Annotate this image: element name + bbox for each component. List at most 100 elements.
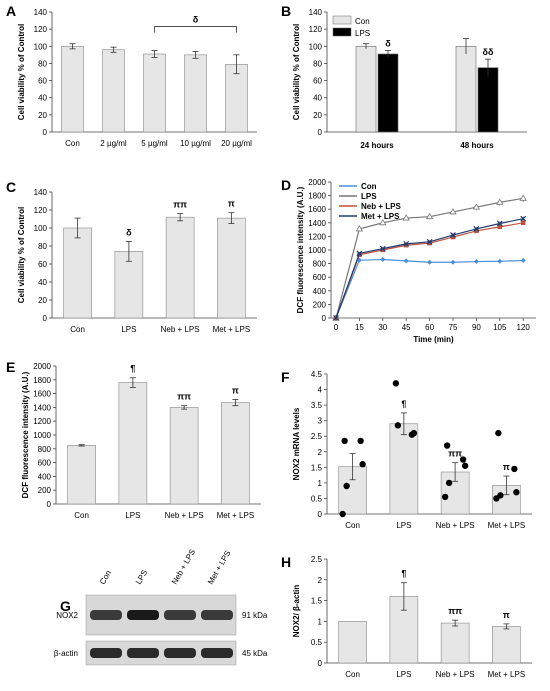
d-point bbox=[497, 224, 502, 230]
f-data-point bbox=[339, 510, 346, 518]
chart-a: A 0 20 40 60 80 100 120 140 Cell viability % of C… bbox=[6, 3, 257, 148]
g-row-label: NOX2 bbox=[56, 611, 78, 620]
e-ytick-label: 600 bbox=[38, 459, 52, 468]
panel-e: E 0 200 400 600 800 1000 1200 1400 1600 1800 2000 DC… bbox=[0, 358, 275, 533]
b-ytick-label: 60 bbox=[313, 77, 322, 86]
c-ytick-label: 120 bbox=[34, 206, 48, 215]
d-point bbox=[497, 258, 503, 264]
f-ytick-label: 3 bbox=[318, 417, 323, 426]
b-legend-label: Con bbox=[355, 17, 370, 26]
d-xtick-label: 45 bbox=[402, 323, 411, 332]
g-band bbox=[127, 648, 159, 658]
d-point bbox=[449, 208, 457, 215]
f-category-label: Neb + LPS bbox=[436, 521, 475, 530]
d-series-line bbox=[335, 222, 524, 319]
c-bar bbox=[114, 251, 144, 319]
c-significance-label: ππ bbox=[173, 200, 187, 210]
c-ytick-label: 100 bbox=[34, 224, 48, 233]
e-category-label: Met + LPS bbox=[217, 511, 255, 520]
panel-label-g: G bbox=[60, 598, 71, 614]
d-point bbox=[379, 219, 387, 226]
panel-label-b: B bbox=[281, 3, 291, 19]
d-point bbox=[450, 259, 456, 265]
panel-f: F 0 0.5 1 1.5 2 2.5 3 3.5 4 4.5 NOX2 mRNA levels Con… bbox=[275, 358, 550, 533]
d-point bbox=[520, 258, 526, 264]
e-ytick-label: 1600 bbox=[33, 390, 51, 399]
d-point bbox=[356, 250, 363, 257]
c-ytick-label: 20 bbox=[38, 296, 47, 305]
d-point bbox=[333, 315, 339, 321]
e-y-axis-label: DCF fluorescence intensity (A.U.) bbox=[21, 371, 30, 498]
e-category-label: LPS bbox=[125, 511, 140, 520]
d-ytick-label: 1400 bbox=[308, 219, 326, 228]
g-band bbox=[164, 648, 196, 658]
panel-label-f: F bbox=[281, 369, 290, 385]
d-point bbox=[379, 245, 386, 252]
f-ytick-label: 1.5 bbox=[311, 463, 323, 472]
e-ytick-label: 800 bbox=[38, 445, 52, 454]
d-ytick-label: 0 bbox=[322, 314, 327, 323]
f-bar bbox=[389, 423, 419, 515]
e-category-label: Neb + LPS bbox=[165, 511, 204, 520]
h-significance-label: ¶ bbox=[401, 569, 406, 579]
e-bar bbox=[118, 382, 148, 505]
g-lane-label: Met + LPS bbox=[206, 549, 233, 586]
d-ytick-label: 200 bbox=[313, 300, 327, 309]
g-band bbox=[201, 648, 233, 658]
c-significance-label: δ bbox=[126, 228, 132, 238]
d-point bbox=[403, 258, 409, 264]
a-ytick-label: 0 bbox=[43, 128, 48, 137]
e-significance-label: π bbox=[232, 385, 239, 395]
chart-b: B 0 20 40 60 80 100 120 140 Cell viability % of C… bbox=[281, 3, 527, 150]
d-xtick-label: 75 bbox=[449, 323, 458, 332]
d-xtick-label: 105 bbox=[493, 323, 507, 332]
c-category-label: Met + LPS bbox=[213, 325, 251, 334]
a-bar bbox=[102, 49, 125, 133]
f-ytick-label: 2.5 bbox=[311, 432, 323, 441]
d-point bbox=[402, 214, 410, 221]
d-ytick-label: 400 bbox=[313, 287, 327, 296]
a-bar bbox=[61, 45, 84, 133]
d-xtick-label: 30 bbox=[378, 323, 387, 332]
d-point bbox=[520, 215, 527, 222]
f-category-label: Con bbox=[345, 521, 360, 530]
chart-h: H 0 0.5 1 1.5 2 2.5 NOX2/ β-actin Con ¶ LPS ππ Neb +… bbox=[281, 554, 532, 679]
panel-h: H 0 0.5 1 1.5 2 2.5 NOX2/ β-actin Con ¶ LPS ππ Neb +… bbox=[275, 545, 550, 686]
f-data-point bbox=[495, 429, 502, 437]
f-ytick-label: 2 bbox=[318, 448, 323, 457]
a-bar bbox=[184, 54, 207, 133]
b-y-axis-label: Cell viability % of Control bbox=[292, 24, 301, 120]
d-point bbox=[355, 225, 364, 232]
c-ytick-label: 0 bbox=[43, 314, 48, 323]
g-band bbox=[164, 610, 196, 620]
c-ytick-label: 140 bbox=[34, 188, 48, 197]
e-bar bbox=[67, 445, 96, 505]
d-ytick-label: 1800 bbox=[308, 192, 326, 201]
d-legend-label: Con bbox=[361, 182, 377, 191]
g-lane-label: LPS bbox=[134, 568, 149, 586]
g-band bbox=[90, 610, 122, 620]
f-significance-label: ππ bbox=[448, 449, 462, 459]
a-ytick-label: 20 bbox=[38, 111, 47, 120]
f-data-point bbox=[513, 489, 520, 496]
f-data-point bbox=[357, 437, 364, 445]
panel-label-a: A bbox=[6, 3, 16, 19]
d-legend-label: LPS bbox=[361, 192, 377, 201]
a-ytick-label: 100 bbox=[34, 42, 48, 51]
d-ytick-label: 2000 bbox=[308, 178, 326, 187]
panel-b: B 0 20 40 60 80 100 120 140 Cell viability % of C… bbox=[275, 0, 550, 172]
f-y-axis-label: NOX2 mRNA levels bbox=[292, 407, 301, 480]
d-point bbox=[473, 259, 479, 265]
c-significance-label: π bbox=[228, 199, 235, 209]
e-ytick-label: 0 bbox=[47, 500, 52, 509]
a-ytick-label: 140 bbox=[34, 8, 48, 17]
a-y-axis-label: Cell viability % of Control bbox=[17, 24, 26, 120]
d-ytick-label: 1200 bbox=[308, 232, 326, 241]
a-category-label: 20 µg/ml bbox=[221, 139, 252, 148]
f-significance-label: π bbox=[503, 462, 510, 472]
h-ytick-label: 0.5 bbox=[311, 638, 323, 647]
d-point bbox=[472, 203, 481, 210]
b-ytick-label: 140 bbox=[309, 8, 323, 17]
c-ytick-label: 80 bbox=[38, 242, 47, 251]
d-ytick-label: 800 bbox=[313, 260, 327, 269]
